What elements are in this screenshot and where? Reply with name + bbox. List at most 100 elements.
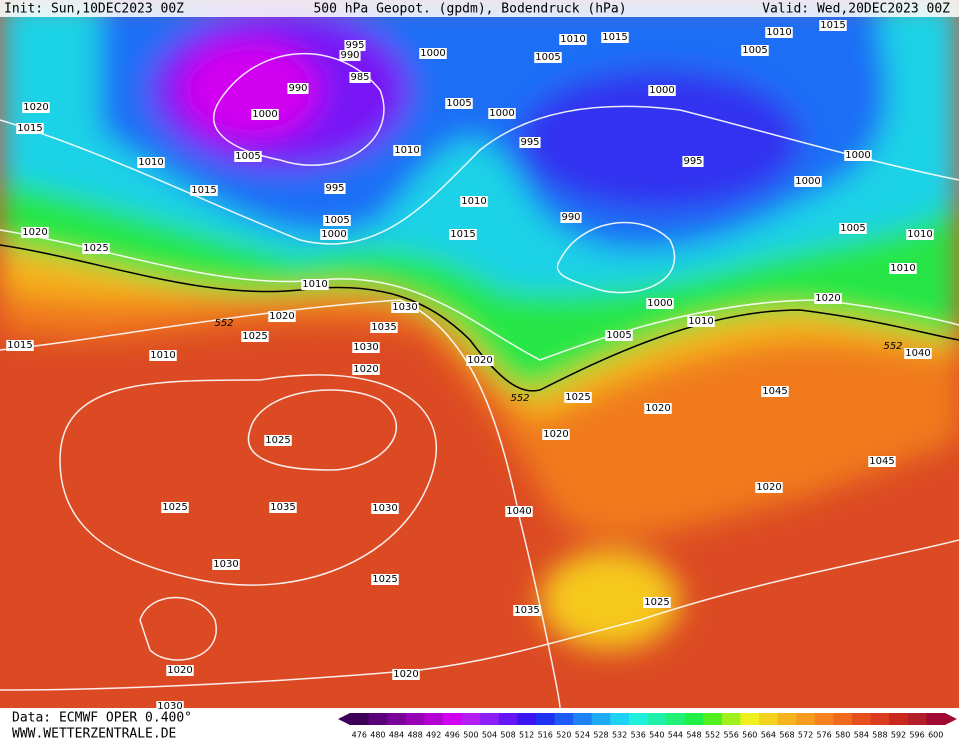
scale-label: 512 [519,731,534,740]
scale-label: 540 [649,731,664,740]
isobar-label-text: 1025 [242,331,267,342]
isobar-label-box [324,183,346,194]
isobar-label: 1020 [755,482,783,493]
isobar-label-text: 1010 [461,196,486,207]
isobar-label-box [371,574,399,585]
isobar-label-text: 1030 [372,503,397,514]
scale-label: 516 [538,731,553,740]
scale-swatch [498,713,518,725]
isobar-label: 1005 [234,151,262,162]
scale-swatch [703,713,723,725]
scale-label: 588 [872,731,887,740]
isobar-label-box [352,364,380,375]
isobar-label-box [391,302,419,313]
isobar-label-text: 1000 [647,298,672,309]
scale-swatch [517,713,537,725]
isobar-label-box [241,331,269,342]
scale-label: 488 [407,731,422,740]
isobar-label-text: 1030 [353,342,378,353]
isobar-label: 1000 [844,150,872,161]
isobar-label: 990 [560,212,582,223]
isobar-label-text: 1020 [167,665,192,676]
isobar-label-text: 1035 [371,322,396,333]
scale-label: 536 [631,731,646,740]
scale-swatch [907,713,927,725]
scale-swatch [889,713,909,725]
isobar-label-text: 1010 [150,350,175,361]
isobar-label: 1010 [149,350,177,361]
isobar-label-text: 1030 [157,701,182,712]
scale-swatch [424,713,444,725]
isobar-label-text: 1000 [420,48,445,59]
isobar-label-text: 1040 [506,506,531,517]
isobar-label-box [765,27,793,38]
scale-swatch [442,713,463,725]
isobar-label: 995 [344,40,366,51]
isobar-label-box [156,701,184,712]
isobar-label: 1020 [166,665,194,676]
isobar-label-box [137,157,165,168]
isobar-label-box [393,145,421,156]
scale-swatch [554,713,574,725]
scale-swatch [628,713,648,725]
scale-swatch [535,713,556,725]
isobar-label: 1005 [839,223,867,234]
scale-swatch [814,713,834,725]
isobar-label-box [559,34,587,45]
scale-swatch [647,713,667,725]
isobar-label-box [648,85,676,96]
isobar-label-text: 990 [561,212,580,223]
isobar-label: 1005 [445,98,473,109]
scale-label: 552 [705,731,720,740]
scale-label: 600 [928,731,943,740]
isobar-label-text: 1010 [394,145,419,156]
scale-label: 564 [761,731,776,740]
isobar-label-box [371,503,399,514]
scale-label: 556 [724,731,739,740]
isobar-label-text: 995 [325,183,344,194]
scale-swatch [870,713,890,725]
isobar-label-box [264,435,292,446]
isobar-label-box [564,392,592,403]
scale-label: 580 [835,731,850,740]
isobar-label: 1010 [393,145,421,156]
isobar-label-text: 1005 [535,52,560,63]
isobar-label-box [839,223,867,234]
isobar-label: 1020 [466,355,494,366]
scale-label: 576 [817,731,832,740]
isobar-label-text: 1010 [890,263,915,274]
isobar-label: 1010 [687,316,715,327]
isobar-label: 1020 [21,227,49,238]
isobar-label-box [560,212,582,223]
isobar-label-box [352,342,380,353]
scale-label: 544 [668,731,683,740]
isobar-label: 1010 [765,27,793,38]
isobar-label-text: 1045 [762,386,787,397]
isobar-label-text: 1010 [302,279,327,290]
isobar-label-box [190,185,218,196]
isobar-label: 1020 [268,311,296,322]
isobar-label-text: 985 [350,72,369,83]
isobar-label: 1005 [741,45,769,56]
isobar-label: 1005 [323,215,351,226]
isobar-label-text: 1000 [845,150,870,161]
isobar-label-box [82,243,110,254]
isobar-label-box [392,669,420,680]
scale-swatch [759,713,779,725]
scale-label: 480 [370,731,385,740]
isobar-label-text: 1010 [688,316,713,327]
scale-swatch [852,713,872,725]
isobar-label-text: 995 [345,40,364,51]
isobar-label: 995 [324,183,346,194]
isobar-label: 990 [339,50,361,61]
scale-swatch [368,713,388,725]
scale-swatch [591,713,611,725]
isobar-label: 1030 [352,342,380,353]
scale-label: 572 [798,731,813,740]
isobar-label: 1030 [371,503,399,514]
isobar-label: 1025 [161,502,189,513]
isobar-label: 1030 [391,302,419,313]
isobar-label: 995 [682,156,704,167]
color-scale: 476 480 484 488 492 496 500 504 508 512 516 520 524 5… [338,713,957,740]
